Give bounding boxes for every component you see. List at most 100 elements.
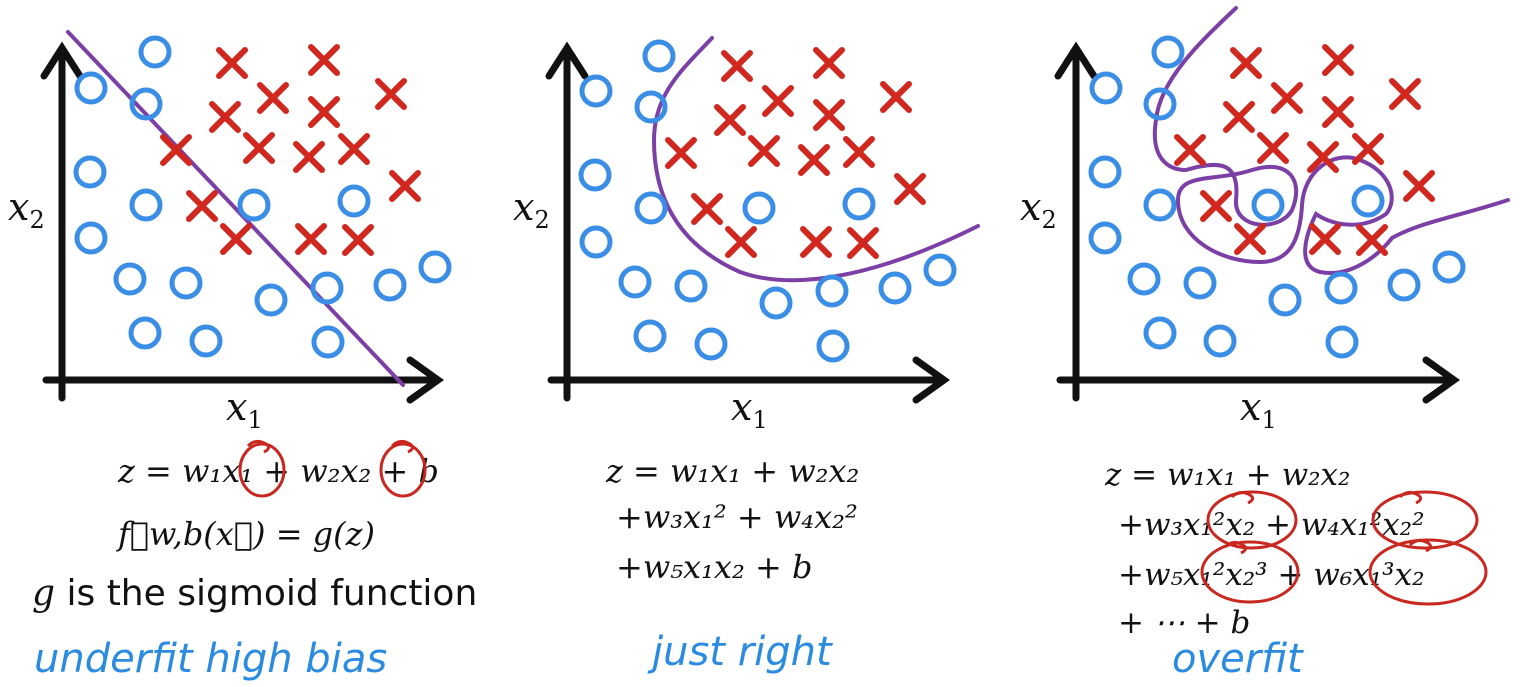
- class-crosses: [1177, 47, 1432, 253]
- data-point-circle: [1088, 155, 1122, 189]
- data-point-circle: [311, 325, 345, 359]
- data-point-circle: [373, 268, 407, 302]
- data-point-cross: [803, 229, 829, 255]
- data-point-cross: [298, 226, 324, 252]
- data-point-cross: [341, 136, 367, 162]
- data-point-circle: [815, 274, 849, 308]
- annotation-circles: [1200, 490, 1488, 606]
- data-point-cross: [246, 135, 272, 161]
- data-point-cross: [1325, 47, 1351, 73]
- equation-block: z = w₁x₁ + w₂x₂ +w₃x₁² + w₄x₂² +w₅x₁x₂ +…: [605, 452, 859, 586]
- data-point-cross: [1359, 227, 1385, 253]
- data-point-circle: [1203, 324, 1237, 358]
- data-point-cross: [883, 84, 909, 110]
- data-point-cross: [816, 102, 842, 128]
- equation-line: + ⋯ + b: [1118, 605, 1250, 641]
- data-point-circle: [1183, 266, 1217, 300]
- data-point-cross: [219, 50, 245, 76]
- data-point-circle: [878, 271, 912, 305]
- equation-line: +w₅x₁x₂ + b: [616, 548, 812, 586]
- class-circles: [1088, 35, 1466, 359]
- data-point-circle: [923, 253, 957, 287]
- data-point-cross: [728, 229, 754, 255]
- equation-line: z = w₁x₁ + w₂x₂ + b: [117, 452, 439, 490]
- equation-line: +w₃x₁²x₂ + w₄x₁²x₂²: [1118, 507, 1425, 543]
- data-point-cross: [1325, 99, 1351, 125]
- caption-just-right: just right: [647, 629, 833, 675]
- data-point-circle: [129, 87, 163, 121]
- data-point-cross: [1237, 226, 1263, 252]
- data-point-cross: [1226, 104, 1252, 130]
- data-point-circle: [618, 265, 652, 299]
- data-point-cross: [311, 99, 337, 125]
- data-point-cross: [345, 227, 371, 253]
- data-point-circle: [169, 266, 203, 300]
- data-point-circle: [674, 269, 708, 303]
- data-point-circle: [418, 250, 452, 284]
- equation-block: z = w₁x₁ + w₂x₂ + b f⃗w,b(x⃗) = g(z): [116, 452, 439, 553]
- data-point-circle: [129, 188, 163, 222]
- data-point-circle: [634, 191, 668, 225]
- decision-boundary: [651, 36, 980, 283]
- data-point-cross: [392, 173, 418, 199]
- data-point-circle: [634, 90, 668, 124]
- data-point-circle: [310, 271, 344, 305]
- panel-underfit: x1 x2 z = w₁x₁ + w₂x₂ + b f⃗w,b(x⃗) = g(…: [8, 30, 477, 682]
- data-point-cross: [897, 176, 923, 202]
- data-point-cross: [1392, 81, 1418, 107]
- data-point-circle: [694, 327, 728, 361]
- data-point-circle: [1351, 184, 1385, 218]
- data-point-circle: [1127, 262, 1161, 296]
- data-point-cross: [1312, 226, 1338, 252]
- data-point-cross: [189, 193, 215, 219]
- data-point-cross: [1177, 137, 1203, 163]
- data-point-cross: [1203, 193, 1229, 219]
- data-point-circle: [1268, 283, 1302, 317]
- sigmoid-note: g is the sigmoid function: [32, 573, 477, 614]
- data-point-cross: [1406, 173, 1432, 199]
- data-point-circle: [189, 324, 223, 358]
- data-point-cross: [765, 88, 791, 114]
- data-point-cross: [163, 137, 189, 163]
- data-point-circle: [579, 225, 613, 259]
- data-point-circle: [113, 262, 147, 296]
- x2-axis-label: x2: [1020, 185, 1057, 234]
- data-point-circle: [759, 286, 793, 320]
- axes: [40, 41, 445, 404]
- decision-boundary: [66, 30, 405, 387]
- panel-overfit: x1 x2 z = w₁x₁ + w₂x₂ +w₃x₁²x₂ + w₄x₁²x₂…: [1020, 6, 1510, 682]
- data-point-circle: [1143, 316, 1177, 350]
- data-point-circle: [73, 155, 107, 189]
- data-point-cross: [668, 140, 694, 166]
- data-point-cross: [1355, 136, 1381, 162]
- data-point-cross: [1233, 50, 1259, 76]
- annotation-circles: [238, 439, 427, 498]
- data-point-circle: [74, 221, 108, 255]
- data-point-cross: [223, 226, 249, 252]
- data-point-circle: [1324, 271, 1358, 305]
- equation-line: z = w₁x₁ + w₂x₂: [605, 452, 859, 490]
- data-point-circle: [1151, 35, 1185, 69]
- data-point-circle: [1251, 188, 1285, 222]
- caption-underfit: underfit high bias: [34, 636, 387, 682]
- data-point-circle: [1325, 325, 1359, 359]
- data-point-cross: [1274, 85, 1300, 111]
- equation-block: z = w₁x₁ + w₂x₂ +w₃x₁²x₂ + w₄x₁²x₂² +w₅x…: [1104, 457, 1425, 641]
- data-point-circle: [1432, 250, 1466, 284]
- data-point-circle: [1143, 87, 1177, 121]
- data-point-circle: [1088, 221, 1122, 255]
- axes: [1054, 41, 1461, 404]
- x1-axis-label: x1: [1240, 385, 1277, 434]
- caption-overfit: overfit: [1172, 636, 1304, 682]
- data-point-cross: [296, 144, 322, 170]
- data-point-cross: [816, 50, 842, 76]
- data-point-cross: [850, 230, 876, 256]
- data-point-circle: [138, 35, 172, 69]
- class-crosses: [668, 50, 923, 256]
- x1-axis-label: x1: [226, 385, 263, 434]
- data-point-circle: [237, 188, 271, 222]
- data-point-cross: [212, 104, 238, 130]
- panel-just-right: x1 x2 z = w₁x₁ + w₂x₂ +w₃x₁² + w₄x₂² +w₅…: [513, 36, 980, 675]
- axes: [545, 41, 951, 404]
